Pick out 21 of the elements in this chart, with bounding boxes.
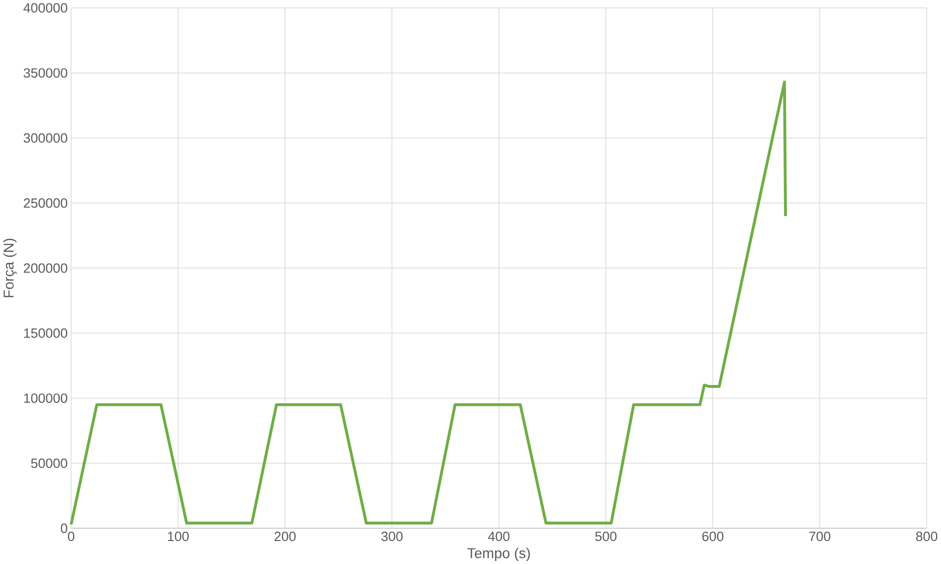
y-tick-label: 400000: [23, 3, 68, 13]
y-tick-label: 200000: [24, 263, 68, 273]
y-tick-label: 350000: [24, 68, 68, 78]
x-tick-label: 800: [916, 532, 938, 542]
x-tick-label: 700: [809, 532, 830, 542]
y-tick-label: 250000: [24, 198, 68, 208]
x-tick-label: 200: [274, 532, 296, 542]
y-tick-label: 50000: [31, 458, 68, 468]
x-tick-label: 300: [381, 532, 403, 542]
y-tick-label: 0: [60, 523, 68, 533]
x-tick-label: 100: [168, 532, 189, 542]
x-tick-label: 0: [68, 532, 74, 542]
x-tick-label: 400: [488, 532, 510, 542]
y-tick-label: 150000: [24, 328, 68, 338]
x-axis-title: Tempo (s): [467, 548, 530, 561]
y-axis-title: Força (N): [3, 238, 17, 298]
line-series: [70, 80, 787, 526]
y-tick-label: 100000: [24, 393, 68, 403]
y-tick-label: 300000: [24, 133, 68, 143]
x-tick-label: 500: [595, 532, 616, 542]
x-tick-label: 600: [702, 532, 724, 542]
